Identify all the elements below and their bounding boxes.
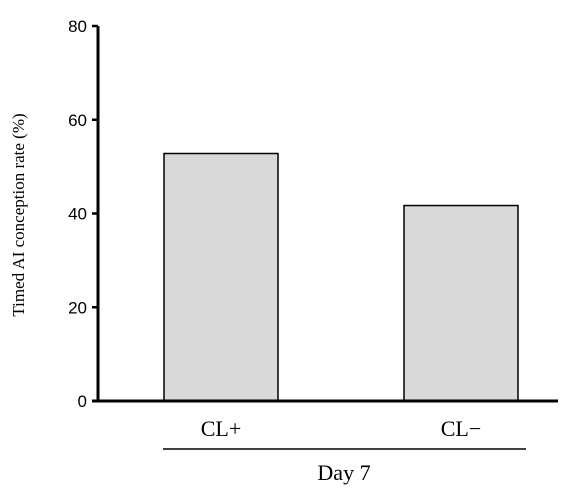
bar-1 — [163, 152, 279, 402]
y-tick-label: 20 — [68, 298, 87, 317]
bars — [163, 152, 519, 402]
x-axis-labels: CL+ CL− — [201, 416, 482, 441]
x-category-label: CL− — [441, 416, 482, 441]
x-category-label: CL+ — [201, 416, 242, 441]
y-tick-label: 60 — [68, 111, 87, 130]
y-tick-label: 40 — [68, 205, 87, 224]
y-tick-label: 0 — [78, 392, 87, 411]
y-axis-label: Timed AI conception rate (%) — [9, 113, 28, 316]
bar-2 — [403, 204, 519, 402]
y-axis-ticks: 0 20 40 60 80 — [68, 17, 98, 411]
y-tick-label: 80 — [68, 17, 87, 36]
group-label: Day 7 — [317, 460, 370, 485]
